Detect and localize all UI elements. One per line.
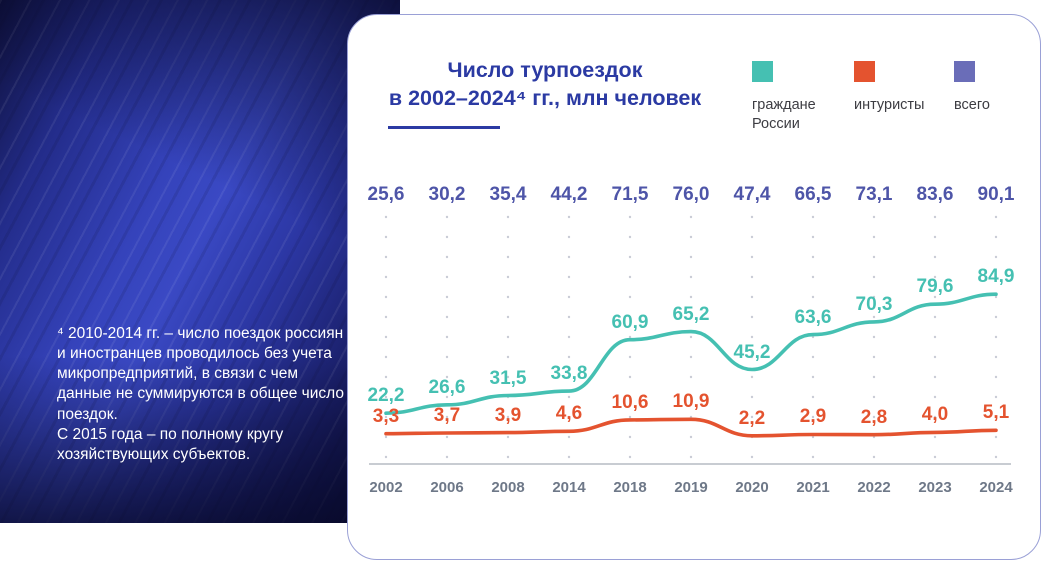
legend-item-citizens: граждане России bbox=[752, 61, 852, 134]
value-label-citizens: 45,2 bbox=[733, 342, 771, 363]
legend-label-citizens: граждане России bbox=[752, 97, 816, 133]
value-label-tourists: 2,8 bbox=[860, 407, 888, 428]
value-label-tourists: 2,9 bbox=[799, 406, 827, 427]
footnote: ⁴ 2010-2014 гг. – число поездок россиян … bbox=[57, 324, 349, 465]
value-label-tourists: 2,2 bbox=[738, 408, 766, 429]
value-label-total: 73,1 bbox=[855, 184, 893, 205]
grid-dots bbox=[384, 215, 998, 459]
legend-swatch-total bbox=[954, 61, 975, 82]
chart-card: Число турпоездок в 2002–2024⁴ гг., млн ч… bbox=[347, 14, 1041, 560]
value-label-tourists: 10,9 bbox=[672, 391, 710, 412]
legend-swatch-tourists bbox=[854, 61, 875, 82]
value-label-total: 66,5 bbox=[794, 184, 832, 205]
footnote-text-1: ⁴ 2010-2014 гг. – число поездок россиян … bbox=[57, 325, 344, 423]
value-label-tourists: 10,6 bbox=[611, 392, 649, 413]
value-label-total: 44,2 bbox=[550, 184, 588, 205]
value-label-total: 30,2 bbox=[428, 184, 466, 205]
legend-label-total: всего bbox=[954, 97, 990, 113]
value-label-citizens: 33,8 bbox=[550, 363, 588, 384]
value-label-tourists: 4,6 bbox=[555, 403, 583, 424]
year-label: 2024 bbox=[979, 479, 1013, 496]
year-label: 2002 bbox=[369, 479, 403, 496]
value-label-total: 47,4 bbox=[733, 184, 771, 205]
value-label-tourists: 3,9 bbox=[494, 405, 522, 426]
year-label: 2020 bbox=[735, 479, 769, 496]
value-label-tourists: 3,3 bbox=[372, 406, 400, 427]
value-label-citizens: 65,2 bbox=[672, 304, 710, 325]
value-label-total: 35,4 bbox=[489, 184, 527, 205]
year-label: 2018 bbox=[613, 479, 647, 496]
legend-swatch-citizens bbox=[752, 61, 773, 82]
value-label-citizens: 84,9 bbox=[977, 266, 1015, 287]
series-line-citizens bbox=[384, 292, 998, 415]
chart-title: Число турпоездок в 2002–2024⁴ гг., млн ч… bbox=[388, 57, 702, 112]
year-label: 2023 bbox=[918, 479, 952, 496]
chart-title-line1: Число турпоездок bbox=[447, 58, 643, 82]
chart-title-line2: в 2002–2024⁴ гг., млн человек bbox=[388, 85, 702, 110]
background-image: ⁴ 2010-2014 гг. – число поездок россиян … bbox=[0, 0, 400, 523]
value-label-total: 83,6 bbox=[916, 184, 954, 205]
line-chart: 22,2 26,6 31,5 33,8 60,9 65,2 45,2 63,6 70,3 79,6… bbox=[348, 15, 1042, 561]
value-label-citizens: 26,6 bbox=[428, 377, 466, 398]
legend-item-tourists: интуристы bbox=[854, 61, 954, 115]
value-label-citizens: 60,9 bbox=[611, 312, 649, 333]
value-label-tourists: 3,7 bbox=[433, 405, 461, 426]
value-label-citizens: 79,6 bbox=[916, 276, 954, 297]
title-underline bbox=[388, 126, 500, 129]
year-label: 2021 bbox=[796, 479, 830, 496]
value-label-total: 71,5 bbox=[611, 184, 649, 205]
year-label: 2008 bbox=[491, 479, 525, 496]
value-label-citizens: 31,5 bbox=[489, 368, 527, 389]
series-line-tourists bbox=[384, 417, 998, 438]
legend-item-total: всего bbox=[954, 61, 1054, 115]
year-label: 2014 bbox=[552, 479, 586, 496]
chart-canvas bbox=[369, 215, 1011, 465]
value-label-total: 25,6 bbox=[367, 184, 405, 205]
legend-label-tourists: интуристы bbox=[854, 97, 925, 113]
value-label-total: 76,0 bbox=[672, 184, 710, 205]
value-label-tourists: 5,1 bbox=[982, 402, 1010, 423]
value-label-citizens: 22,2 bbox=[367, 385, 405, 406]
value-label-citizens: 70,3 bbox=[855, 294, 893, 315]
value-label-total: 90,1 bbox=[977, 184, 1015, 205]
year-label: 2019 bbox=[674, 479, 708, 496]
footnote-text-2: С 2015 года – по полному кругу хозяйству… bbox=[57, 425, 284, 463]
value-label-tourists: 4,0 bbox=[921, 404, 949, 425]
value-label-citizens: 63,6 bbox=[794, 307, 832, 328]
year-label: 2022 bbox=[857, 479, 891, 496]
year-label: 2006 bbox=[430, 479, 464, 496]
